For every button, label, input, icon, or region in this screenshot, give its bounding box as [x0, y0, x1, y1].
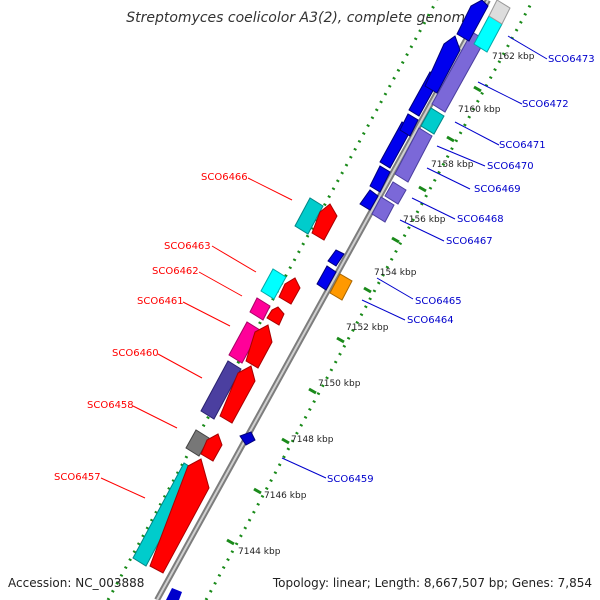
gene-SCO6459	[239, 431, 256, 446]
gene-SCO6468-band	[384, 181, 407, 205]
gene-SCO6463-arrow	[278, 277, 301, 305]
gene-label-SCO6469[interactable]: SCO6469	[474, 184, 521, 195]
gene-label-SCO6463[interactable]: SCO6463	[164, 241, 211, 252]
gene-SCO6471-arrow	[399, 113, 419, 137]
gene-label-SCO6458[interactable]: SCO6458	[87, 400, 134, 411]
gene-label-SCO6473[interactable]: SCO6473	[548, 54, 595, 65]
backbone-highlight	[156, 0, 489, 600]
tick-label-7152: 7152 kbp	[346, 323, 389, 333]
gene-label-SCO6460[interactable]: SCO6460	[112, 348, 159, 359]
tick-label-7158: 7158 kbp	[431, 160, 474, 170]
gene-SCO6462-arrow	[266, 306, 285, 326]
gene-SCO6461-arrow	[245, 324, 273, 369]
tick-label-7148: 7148 kbp	[291, 435, 334, 445]
gene-labels: SCO6457 SCO6458 SCO6459 SCO6460 SCO6461 …	[54, 54, 595, 485]
gene-SCO6471-band	[420, 107, 445, 135]
gene-SCO6457-arrow	[149, 458, 210, 574]
gene-SCO6464	[329, 273, 353, 301]
gene-label-SCO6470[interactable]: SCO6470	[487, 161, 534, 172]
gene-SCO6473-grey	[488, 0, 511, 25]
tick-label-7162: 7162 kbp	[492, 52, 535, 62]
gene-label-SCO6461[interactable]: SCO6461	[137, 296, 184, 307]
tick-label-7156: 7156 kbp	[403, 215, 446, 225]
gene-label-SCO6462[interactable]: SCO6462	[152, 266, 199, 277]
gene-label-SCO6472[interactable]: SCO6472	[522, 99, 569, 110]
scale-tick-labels: 7144 kbp 7146 kbp 7148 kbp 7150 kbp 7152…	[238, 52, 535, 557]
genome-summary-text: Topology: linear; Length: 8,667,507 bp; …	[272, 576, 592, 590]
gene-SCO6472-arrow-b	[424, 35, 461, 94]
minus-strand-features	[132, 197, 338, 600]
gene-SCO6469-band	[394, 127, 433, 183]
gene-SCO6467-band	[371, 196, 395, 223]
scale-ticks	[226, 85, 482, 546]
tick-label-7144: 7144 kbp	[238, 547, 281, 557]
gene-SCO6465-a	[316, 265, 337, 291]
gene-top-blue-arrow	[456, 0, 489, 42]
gene-SCO6462-band	[249, 297, 271, 321]
gene-label-SCO6465[interactable]: SCO6465	[415, 296, 462, 307]
gene-label-SCO6464[interactable]: SCO6464	[407, 315, 454, 326]
tick-label-7150: 7150 kbp	[318, 379, 361, 389]
tick-label-7146: 7146 kbp	[264, 491, 307, 501]
gene-SCO6458-arrow	[200, 433, 223, 462]
gene-label-SCO6468[interactable]: SCO6468	[457, 214, 504, 225]
gene-SCO6460-arrow	[219, 365, 256, 424]
gene-SCO6467-arrow	[359, 189, 379, 211]
gene-minus-continuation	[166, 588, 182, 600]
tick-label-7160: 7160 kbp	[458, 105, 501, 115]
gene-SCO6466-band	[294, 197, 324, 235]
scale-line-right	[204, 0, 535, 600]
minus-leader-lines	[100, 177, 293, 499]
gene-label-SCO6457[interactable]: SCO6457	[54, 472, 101, 483]
accession-text: Accession: NC_003888	[8, 576, 145, 590]
gene-label-SCO6467[interactable]: SCO6467	[446, 236, 493, 247]
gene-SCO6460-band	[200, 360, 242, 420]
genome-title: Streptomyces coelicolor A3(2), complete …	[126, 10, 474, 26]
scale-line-left	[106, 0, 439, 600]
gene-SCO6465-b	[327, 249, 345, 267]
tick-label-7154: 7154 kbp	[374, 268, 417, 278]
plus-strand-features	[239, 0, 511, 446]
gene-label-SCO6466[interactable]: SCO6466	[201, 172, 248, 183]
gene-SCO6468-arrow	[369, 165, 391, 193]
gene-label-SCO6471[interactable]: SCO6471	[499, 140, 546, 151]
gene-label-SCO6459[interactable]: SCO6459	[327, 474, 374, 485]
gene-SCO6466-arrow	[311, 203, 338, 241]
gene-SCO6463-band	[260, 268, 287, 300]
gene-SCO6458-band	[185, 429, 210, 457]
plus-leader-lines	[281, 35, 548, 479]
